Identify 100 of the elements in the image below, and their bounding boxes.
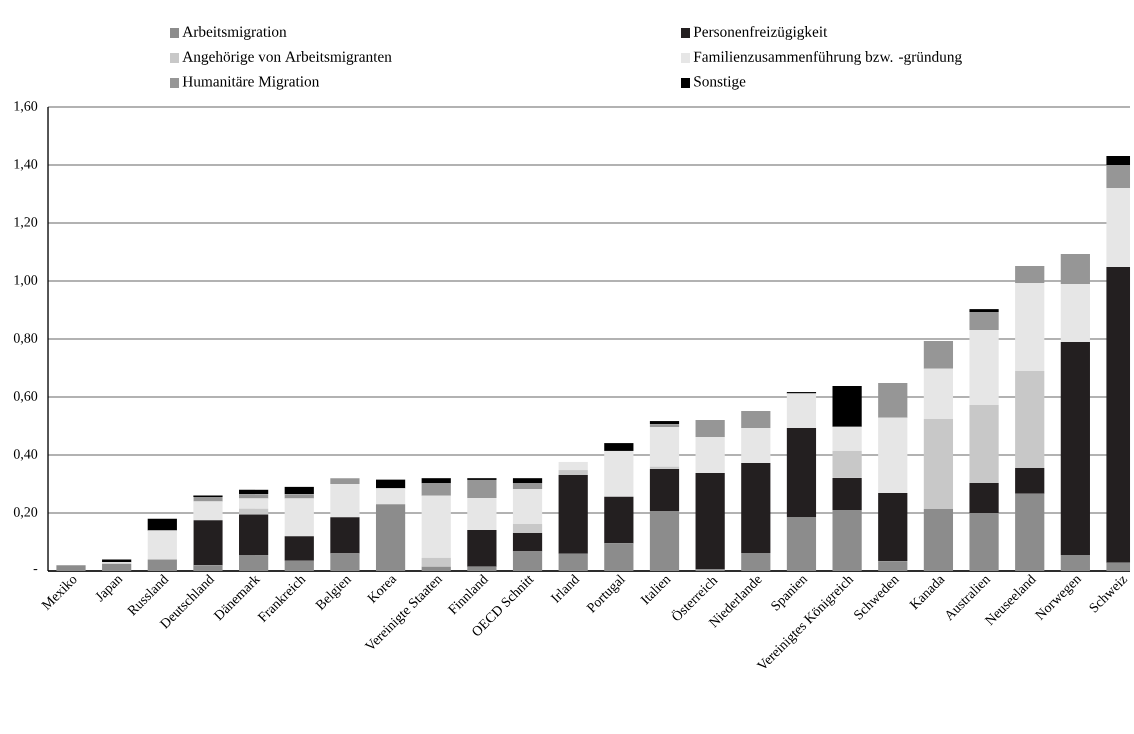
bar — [1060, 283, 1090, 342]
bar — [147, 559, 177, 571]
bar — [239, 494, 269, 499]
bar — [147, 518, 177, 531]
bar — [1015, 493, 1045, 571]
bar — [969, 405, 999, 484]
bar — [239, 555, 269, 571]
bar — [1060, 555, 1090, 571]
bar — [512, 478, 543, 484]
bar — [330, 478, 360, 484]
bar — [330, 483, 360, 518]
bar — [832, 510, 862, 571]
bar — [239, 489, 269, 495]
bar — [558, 553, 588, 571]
bar — [558, 461, 588, 471]
legend-label: Angehörige von Arbeitsmigranten — [182, 51, 392, 65]
bar — [375, 504, 406, 571]
bar — [56, 565, 86, 571]
bar — [832, 385, 862, 427]
bar — [604, 443, 634, 451]
bar — [284, 498, 314, 537]
bar — [284, 486, 314, 495]
bar — [832, 450, 862, 478]
bar — [923, 508, 954, 571]
bar — [832, 426, 862, 451]
bar — [467, 566, 497, 571]
bar — [923, 368, 954, 420]
bar — [878, 561, 908, 571]
bar — [695, 437, 725, 473]
bar — [649, 427, 680, 467]
bar — [878, 417, 908, 493]
bar — [467, 530, 497, 567]
bar — [421, 483, 451, 496]
bar — [604, 496, 634, 544]
bar — [786, 517, 817, 571]
bar — [969, 309, 999, 313]
legend-label: Personenfreizügigkeit — [693, 25, 828, 41]
bar — [284, 536, 314, 561]
bar — [421, 478, 451, 484]
bar — [923, 341, 954, 369]
y-tick-label: 0,80 — [13, 333, 38, 345]
bar — [330, 517, 360, 554]
bar — [421, 557, 451, 567]
bar — [741, 463, 771, 553]
bar — [695, 419, 725, 437]
bar — [969, 312, 999, 330]
y-tick-label: 1,60 — [14, 101, 38, 113]
bar — [1015, 468, 1045, 494]
bar — [1015, 370, 1045, 469]
y-tick-label: 0,40 — [13, 449, 38, 461]
bar — [330, 553, 360, 571]
bar — [786, 428, 817, 518]
legend-label: Familienzusammenführung bzw. -gründung — [693, 50, 962, 66]
legend-label: Sonstige — [694, 76, 746, 90]
bar — [695, 472, 725, 570]
bar — [147, 530, 177, 560]
bar — [1015, 265, 1045, 284]
bar — [558, 470, 588, 475]
bar — [878, 492, 908, 562]
bar — [649, 468, 680, 511]
bar — [193, 520, 223, 566]
bar — [239, 514, 269, 556]
bar — [969, 483, 999, 513]
bar — [512, 551, 543, 571]
bar — [284, 560, 314, 571]
bar — [193, 501, 223, 521]
y-tick-label: 0,20 — [13, 507, 38, 519]
bar — [467, 479, 497, 498]
bar — [558, 474, 588, 554]
bar — [512, 524, 543, 533]
bar — [512, 483, 543, 489]
bar — [512, 488, 543, 524]
bar — [467, 497, 497, 531]
bar — [375, 488, 406, 505]
bar — [604, 450, 634, 497]
bar — [969, 329, 999, 406]
bar — [512, 532, 543, 552]
y-tick-label: 1,00 — [14, 275, 38, 287]
bar — [649, 510, 680, 571]
bar — [1060, 254, 1090, 284]
bar — [193, 565, 223, 571]
bar — [1015, 283, 1045, 371]
bar — [1060, 341, 1090, 556]
bar — [421, 566, 451, 571]
bar — [193, 497, 223, 502]
bar — [375, 479, 406, 489]
bar — [421, 495, 451, 558]
bar — [786, 393, 817, 429]
y-tick-label: 1,40 — [14, 159, 38, 171]
bar — [741, 553, 771, 571]
bar — [741, 410, 771, 429]
y-tick-label: - — [33, 569, 38, 571]
bar — [604, 543, 634, 571]
bar — [969, 512, 999, 571]
bar — [878, 383, 908, 418]
bar — [832, 477, 862, 511]
y-tick-label: 0,60 — [13, 391, 38, 403]
legend-label: Arbeitsmigration — [182, 26, 287, 40]
bar — [239, 498, 269, 509]
bar — [741, 428, 771, 464]
